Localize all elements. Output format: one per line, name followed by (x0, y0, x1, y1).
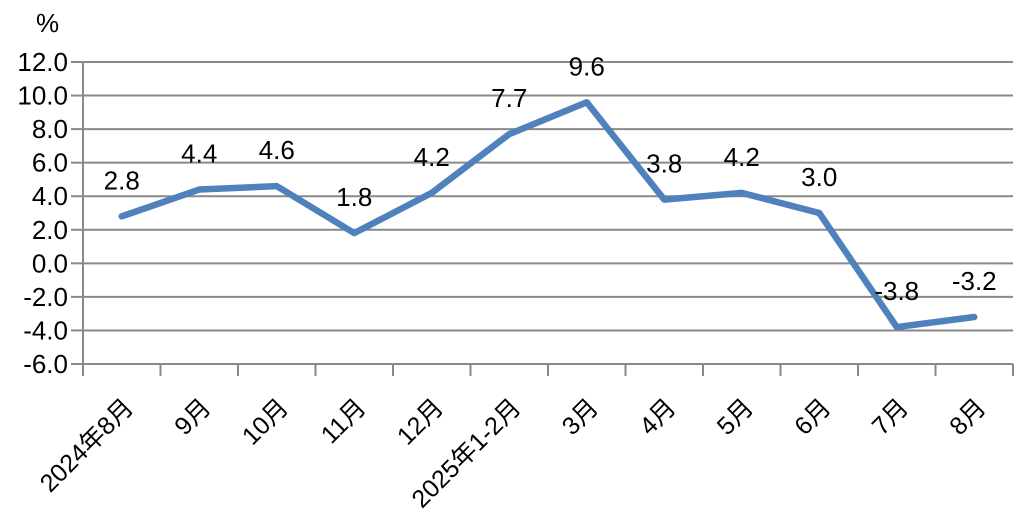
data-label: 4.2 (724, 142, 760, 172)
y-tick-label: 4.0 (32, 181, 68, 211)
x-category-label: 7月 (867, 393, 914, 440)
series-line (118, 99, 978, 331)
y-tick-label: 10.0 (17, 81, 68, 111)
x-category-label: 2024年8月 (35, 393, 139, 497)
y-tick-label: 8.0 (32, 114, 68, 144)
data-label: -3.2 (952, 266, 997, 296)
y-tick-label: -6.0 (23, 349, 68, 379)
x-category-label: 12月 (392, 393, 449, 450)
y-tick-label: 0.0 (32, 248, 68, 278)
y-tick-label: -2.0 (23, 282, 68, 312)
data-label: 4.4 (181, 139, 217, 169)
data-label: 3.0 (801, 162, 837, 192)
x-category-label: 10月 (237, 393, 294, 450)
y-tick-label: 6.0 (32, 148, 68, 178)
y-axis-unit-label: % (36, 8, 60, 38)
x-category-label: 5月 (712, 393, 759, 440)
x-category-label: 6月 (789, 393, 836, 440)
y-tick-label: -4.0 (23, 315, 68, 345)
x-category-label: 4月 (634, 393, 681, 440)
x-category-label: 8月 (944, 393, 991, 440)
y-tick-label: 12.0 (17, 47, 68, 77)
data-label: 4.6 (259, 135, 295, 165)
x-category-label: 9月 (169, 393, 216, 440)
data-label: 3.8 (646, 149, 682, 179)
x-category-label: 3月 (557, 393, 604, 440)
y-tick-label: 2.0 (32, 215, 68, 245)
data-label: 1.8 (336, 182, 372, 212)
data-label: 7.7 (491, 83, 527, 113)
data-label: 9.6 (569, 51, 605, 81)
data-label: 2.8 (104, 165, 140, 195)
x-category-label: 11月 (316, 393, 372, 449)
data-label: 4.2 (414, 142, 450, 172)
data-label: -3.8 (874, 276, 919, 306)
